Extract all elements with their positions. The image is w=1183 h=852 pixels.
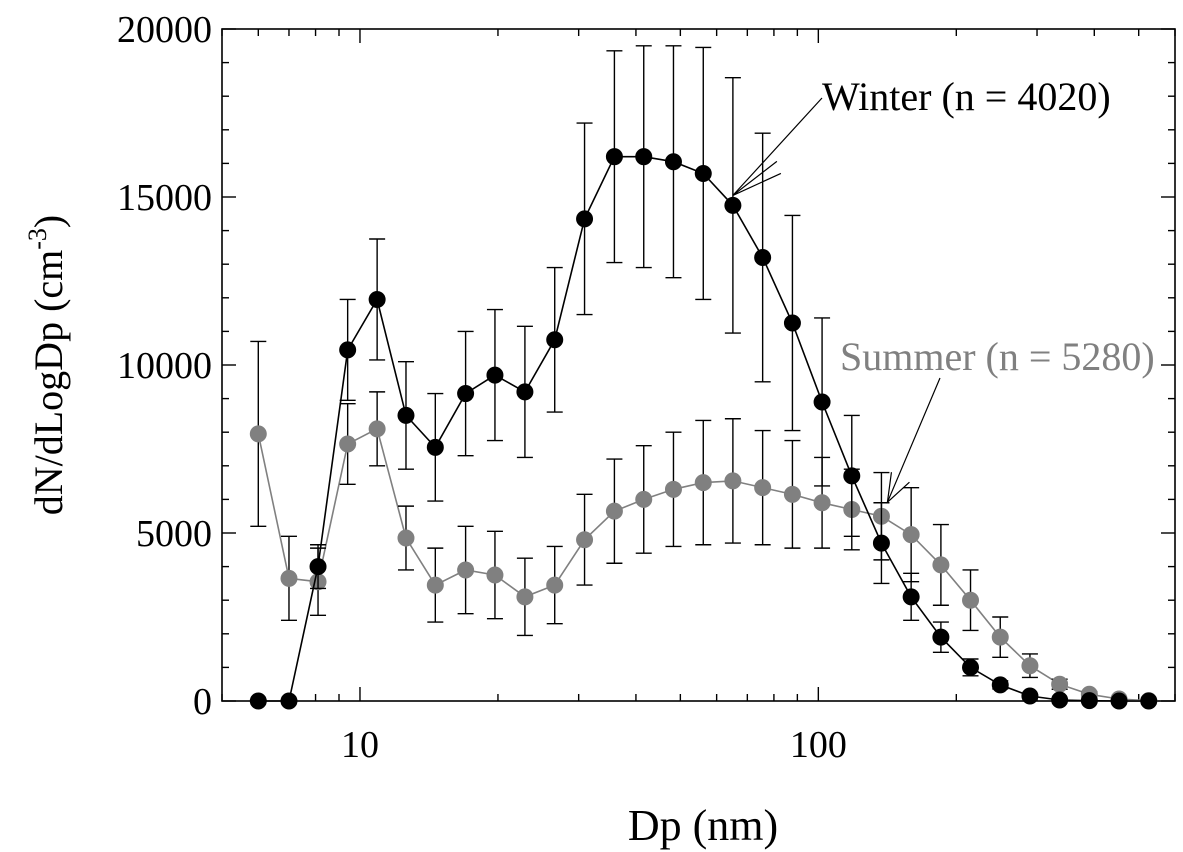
data-point	[813, 494, 831, 512]
data-point	[546, 576, 564, 594]
data-point	[1051, 691, 1069, 709]
data-point	[962, 658, 980, 676]
data-point	[280, 692, 298, 710]
data-point	[576, 531, 594, 549]
data-point	[694, 474, 712, 492]
y-tick-label: 20000	[117, 9, 212, 51]
annotation-arrow	[886, 377, 941, 503]
annotation-winter: Winter (n = 4020)	[822, 74, 1111, 119]
data-point	[457, 385, 475, 403]
data-point	[368, 290, 386, 308]
data-point	[516, 588, 534, 606]
data-point	[605, 148, 623, 166]
data-point	[694, 164, 712, 182]
data-point	[783, 314, 801, 332]
data-point	[724, 196, 742, 214]
arrow-head	[732, 160, 782, 196]
data-point	[991, 628, 1009, 646]
data-point	[843, 467, 861, 485]
data-point	[309, 558, 327, 576]
data-point	[664, 480, 682, 498]
data-point	[1021, 657, 1039, 675]
y-axis-label-exponent: -3	[23, 228, 52, 250]
data-point	[1051, 675, 1069, 693]
data-point	[1080, 692, 1098, 710]
y-axis-label-close: )	[26, 215, 71, 228]
data-point	[339, 435, 357, 453]
data-point	[426, 576, 444, 594]
data-point	[605, 502, 623, 520]
series-summer	[249, 340, 1158, 710]
data-point	[635, 148, 653, 166]
data-point	[1110, 692, 1128, 710]
data-point	[426, 438, 444, 456]
x-tick-label: 100	[790, 724, 847, 766]
axis-ticks	[221, 28, 1176, 702]
arrow-head	[886, 472, 910, 504]
data-point	[932, 556, 950, 574]
data-point	[546, 331, 564, 349]
data-point	[516, 383, 534, 401]
series-layer	[249, 45, 1158, 710]
data-point	[249, 692, 267, 710]
data-point	[397, 529, 415, 547]
x-tick-labels: 10 100	[341, 724, 847, 766]
data-point	[754, 248, 772, 266]
data-point	[902, 526, 920, 544]
y-tick-label: 5000	[136, 513, 212, 555]
data-point	[249, 425, 267, 443]
data-point	[991, 676, 1009, 694]
x-tick-label: 10	[341, 724, 379, 766]
data-point	[1140, 692, 1158, 710]
data-point	[783, 485, 801, 503]
data-point	[339, 341, 357, 359]
data-point	[932, 628, 950, 646]
y-tick-label: 0	[193, 681, 212, 723]
annotation-arrow	[732, 97, 823, 196]
data-point	[486, 366, 504, 384]
data-point	[576, 210, 594, 228]
data-point	[724, 472, 742, 490]
annotation-layer: Winter (n = 4020) Summer (n = 5280)	[732, 74, 1155, 504]
data-point	[397, 406, 415, 424]
data-point	[872, 534, 890, 552]
data-point	[1021, 687, 1039, 705]
y-tick-label: 10000	[117, 345, 212, 387]
data-point	[664, 153, 682, 171]
y-axis-label: dN/dLogDp (cm-3)	[23, 215, 71, 516]
series-winter	[249, 45, 1158, 710]
annotation-summer: Summer (n = 5280)	[840, 334, 1155, 379]
data-point	[368, 420, 386, 438]
data-point	[635, 490, 653, 508]
y-tick-labels: 0 5000 10000 15000 20000	[117, 9, 212, 723]
y-tick-label: 15000	[117, 177, 212, 219]
data-point	[962, 591, 980, 609]
x-axis-label: Dp (nm)	[628, 801, 778, 850]
data-point	[486, 566, 504, 584]
data-point	[280, 569, 298, 587]
data-point	[457, 561, 475, 579]
data-point	[754, 479, 772, 497]
data-point	[813, 393, 831, 411]
data-point	[902, 588, 920, 606]
